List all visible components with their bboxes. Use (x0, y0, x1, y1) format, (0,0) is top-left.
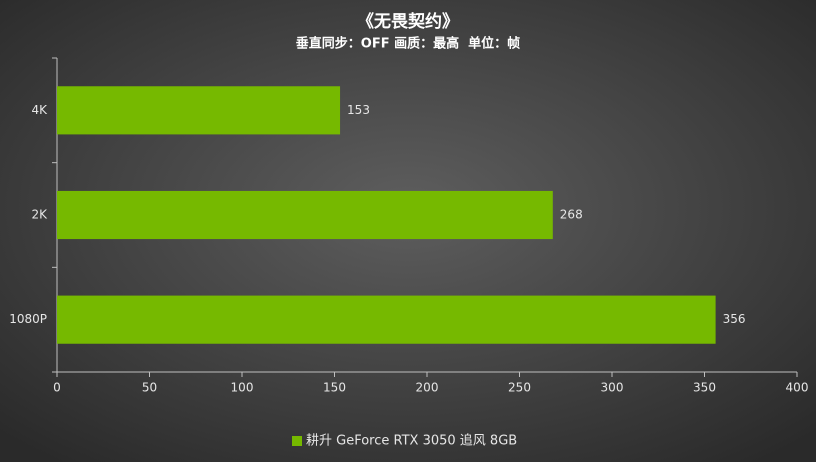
x-tick-label: 300 (601, 381, 624, 395)
legend-label: 耕升 GeForce RTX 3050 追风 8GB (306, 433, 517, 449)
x-tick-label: 0 (53, 381, 61, 395)
y-tick-label: 4K (31, 103, 48, 117)
bar (57, 86, 341, 135)
y-tick-label: 2K (31, 208, 48, 222)
x-tick-label: 350 (693, 381, 716, 395)
value-label: 268 (560, 208, 583, 222)
value-label: 356 (723, 312, 746, 326)
x-tick-label: 50 (142, 381, 157, 395)
y-tick-label: 1080P (9, 312, 47, 326)
bar (57, 190, 553, 240)
chart-subtitle: 垂直同步：OFF 画质：最高 单位：帧 (296, 36, 520, 52)
x-tick-label: 200 (416, 381, 439, 395)
chart-title: 《无畏契约》 (357, 11, 459, 32)
x-tick-label: 250 (508, 381, 531, 395)
value-label: 153 (347, 103, 370, 117)
x-tick-label: 100 (231, 381, 254, 395)
legend-swatch (292, 436, 302, 446)
x-tick-label: 400 (786, 381, 809, 395)
x-tick-label: 150 (323, 381, 346, 395)
bar (57, 295, 716, 344)
